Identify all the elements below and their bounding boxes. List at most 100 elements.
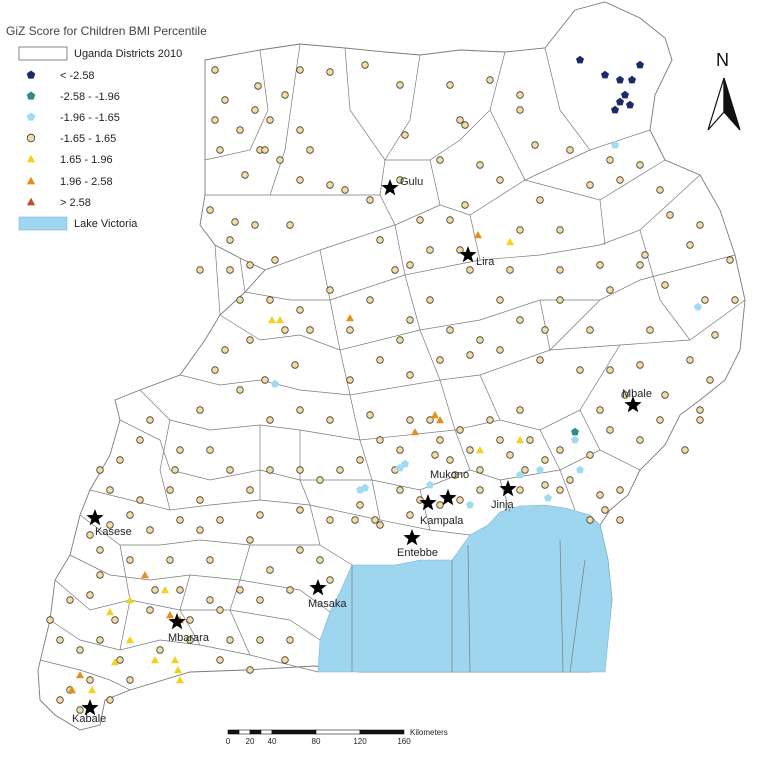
point-neutral — [106, 696, 114, 704]
point-neutral — [436, 501, 444, 509]
point-neutral — [326, 416, 334, 424]
legend-label: Lake Victoria — [74, 218, 138, 230]
point-neutral — [556, 296, 564, 304]
point-neutral — [461, 201, 469, 209]
city-kabale: Kabale — [72, 699, 106, 725]
point-neutral — [696, 221, 704, 229]
point-neutral — [86, 591, 94, 599]
point-neutral — [176, 446, 184, 454]
point-neutral — [466, 446, 474, 454]
point-neutral — [196, 496, 204, 504]
point-neutral — [391, 266, 399, 274]
point-neutral — [406, 511, 414, 519]
point-neutral — [56, 696, 64, 704]
point-neutral — [266, 566, 274, 574]
point-neutral — [711, 331, 719, 339]
scale-tick-label: 0 — [226, 737, 231, 746]
point-neutral — [516, 226, 524, 234]
point-neutral — [96, 571, 104, 579]
lake-victoria — [317, 504, 613, 673]
point-neutral — [166, 556, 174, 564]
point-positive — [431, 411, 439, 419]
point-negative — [576, 465, 584, 474]
point-neutral — [516, 316, 524, 324]
point-neutral — [516, 406, 524, 414]
point-neutral — [496, 176, 504, 184]
point-negative — [628, 75, 636, 84]
point-neutral — [396, 81, 404, 89]
point-neutral — [516, 486, 524, 494]
point-neutral — [246, 486, 254, 494]
point-neutral — [536, 196, 544, 204]
point-neutral — [276, 156, 284, 164]
point-neutral — [136, 496, 144, 504]
point-neutral — [556, 226, 564, 234]
point-neutral — [346, 326, 354, 334]
point-neutral — [146, 606, 154, 614]
point-neutral — [231, 218, 239, 226]
point-neutral — [586, 516, 594, 524]
point-neutral — [296, 506, 304, 514]
legend-item: -2.58 - -1.96 — [26, 91, 120, 103]
point-neutral — [266, 116, 274, 124]
point-neutral — [326, 516, 334, 524]
scale-tick-label: 20 — [246, 737, 255, 746]
point-neutral — [701, 296, 709, 304]
legend-label: -2.58 - -1.96 — [60, 91, 120, 103]
city-label: Lira — [476, 256, 495, 268]
point-neutral — [111, 616, 119, 624]
point-negative — [571, 427, 579, 436]
point-neutral — [166, 486, 174, 494]
city-mbale: Mbale — [622, 388, 652, 413]
point-neutral — [266, 466, 274, 474]
point-neutral — [461, 121, 469, 129]
point-neutral — [126, 676, 134, 684]
point-negative — [544, 493, 552, 502]
point-neutral — [196, 266, 204, 274]
legend-item: 1.96 - 2.58 — [26, 176, 113, 188]
point-positive — [88, 686, 96, 694]
scale-unit: Kilometers — [410, 728, 448, 737]
north-arrow-left — [707, 77, 725, 131]
legend-swatch — [26, 91, 36, 100]
point-negative — [536, 465, 544, 474]
point-neutral — [516, 91, 524, 99]
point-neutral — [76, 706, 84, 714]
point-neutral — [306, 146, 314, 154]
point-negative — [571, 435, 579, 444]
city-star-icon — [168, 613, 186, 630]
point-negative — [601, 70, 609, 79]
point-neutral — [86, 531, 94, 539]
point-neutral — [286, 586, 294, 594]
point-positive — [276, 316, 284, 324]
point-neutral — [646, 326, 654, 334]
legend-label: -1.65 - 1.65 — [60, 133, 116, 145]
city-kampala: Kampala — [419, 494, 464, 527]
point-neutral — [446, 326, 454, 334]
point-negative — [616, 97, 624, 106]
point-neutral — [686, 241, 694, 249]
point-negative — [621, 90, 629, 99]
scale-tick-label: 40 — [268, 737, 277, 746]
city-label: Kampala — [420, 515, 464, 527]
point-neutral — [426, 246, 434, 254]
point-neutral — [246, 536, 254, 544]
point-positive — [68, 686, 76, 694]
point-neutral — [541, 481, 549, 489]
point-negative — [616, 75, 624, 84]
point-neutral — [426, 296, 434, 304]
point-neutral — [266, 296, 274, 304]
point-neutral — [681, 446, 689, 454]
point-positive — [516, 436, 524, 444]
point-neutral — [376, 356, 384, 364]
map-legend: Uganda Districts 2010 < -2.58 -2.58 - -1.9… — [18, 46, 182, 231]
city-label: Kabale — [72, 713, 106, 725]
scale-segment — [271, 729, 317, 735]
point-neutral — [616, 516, 624, 524]
legend-swatch — [26, 176, 36, 185]
point-neutral — [106, 521, 114, 529]
city-star-icon — [624, 396, 642, 413]
point-positive — [176, 676, 184, 684]
